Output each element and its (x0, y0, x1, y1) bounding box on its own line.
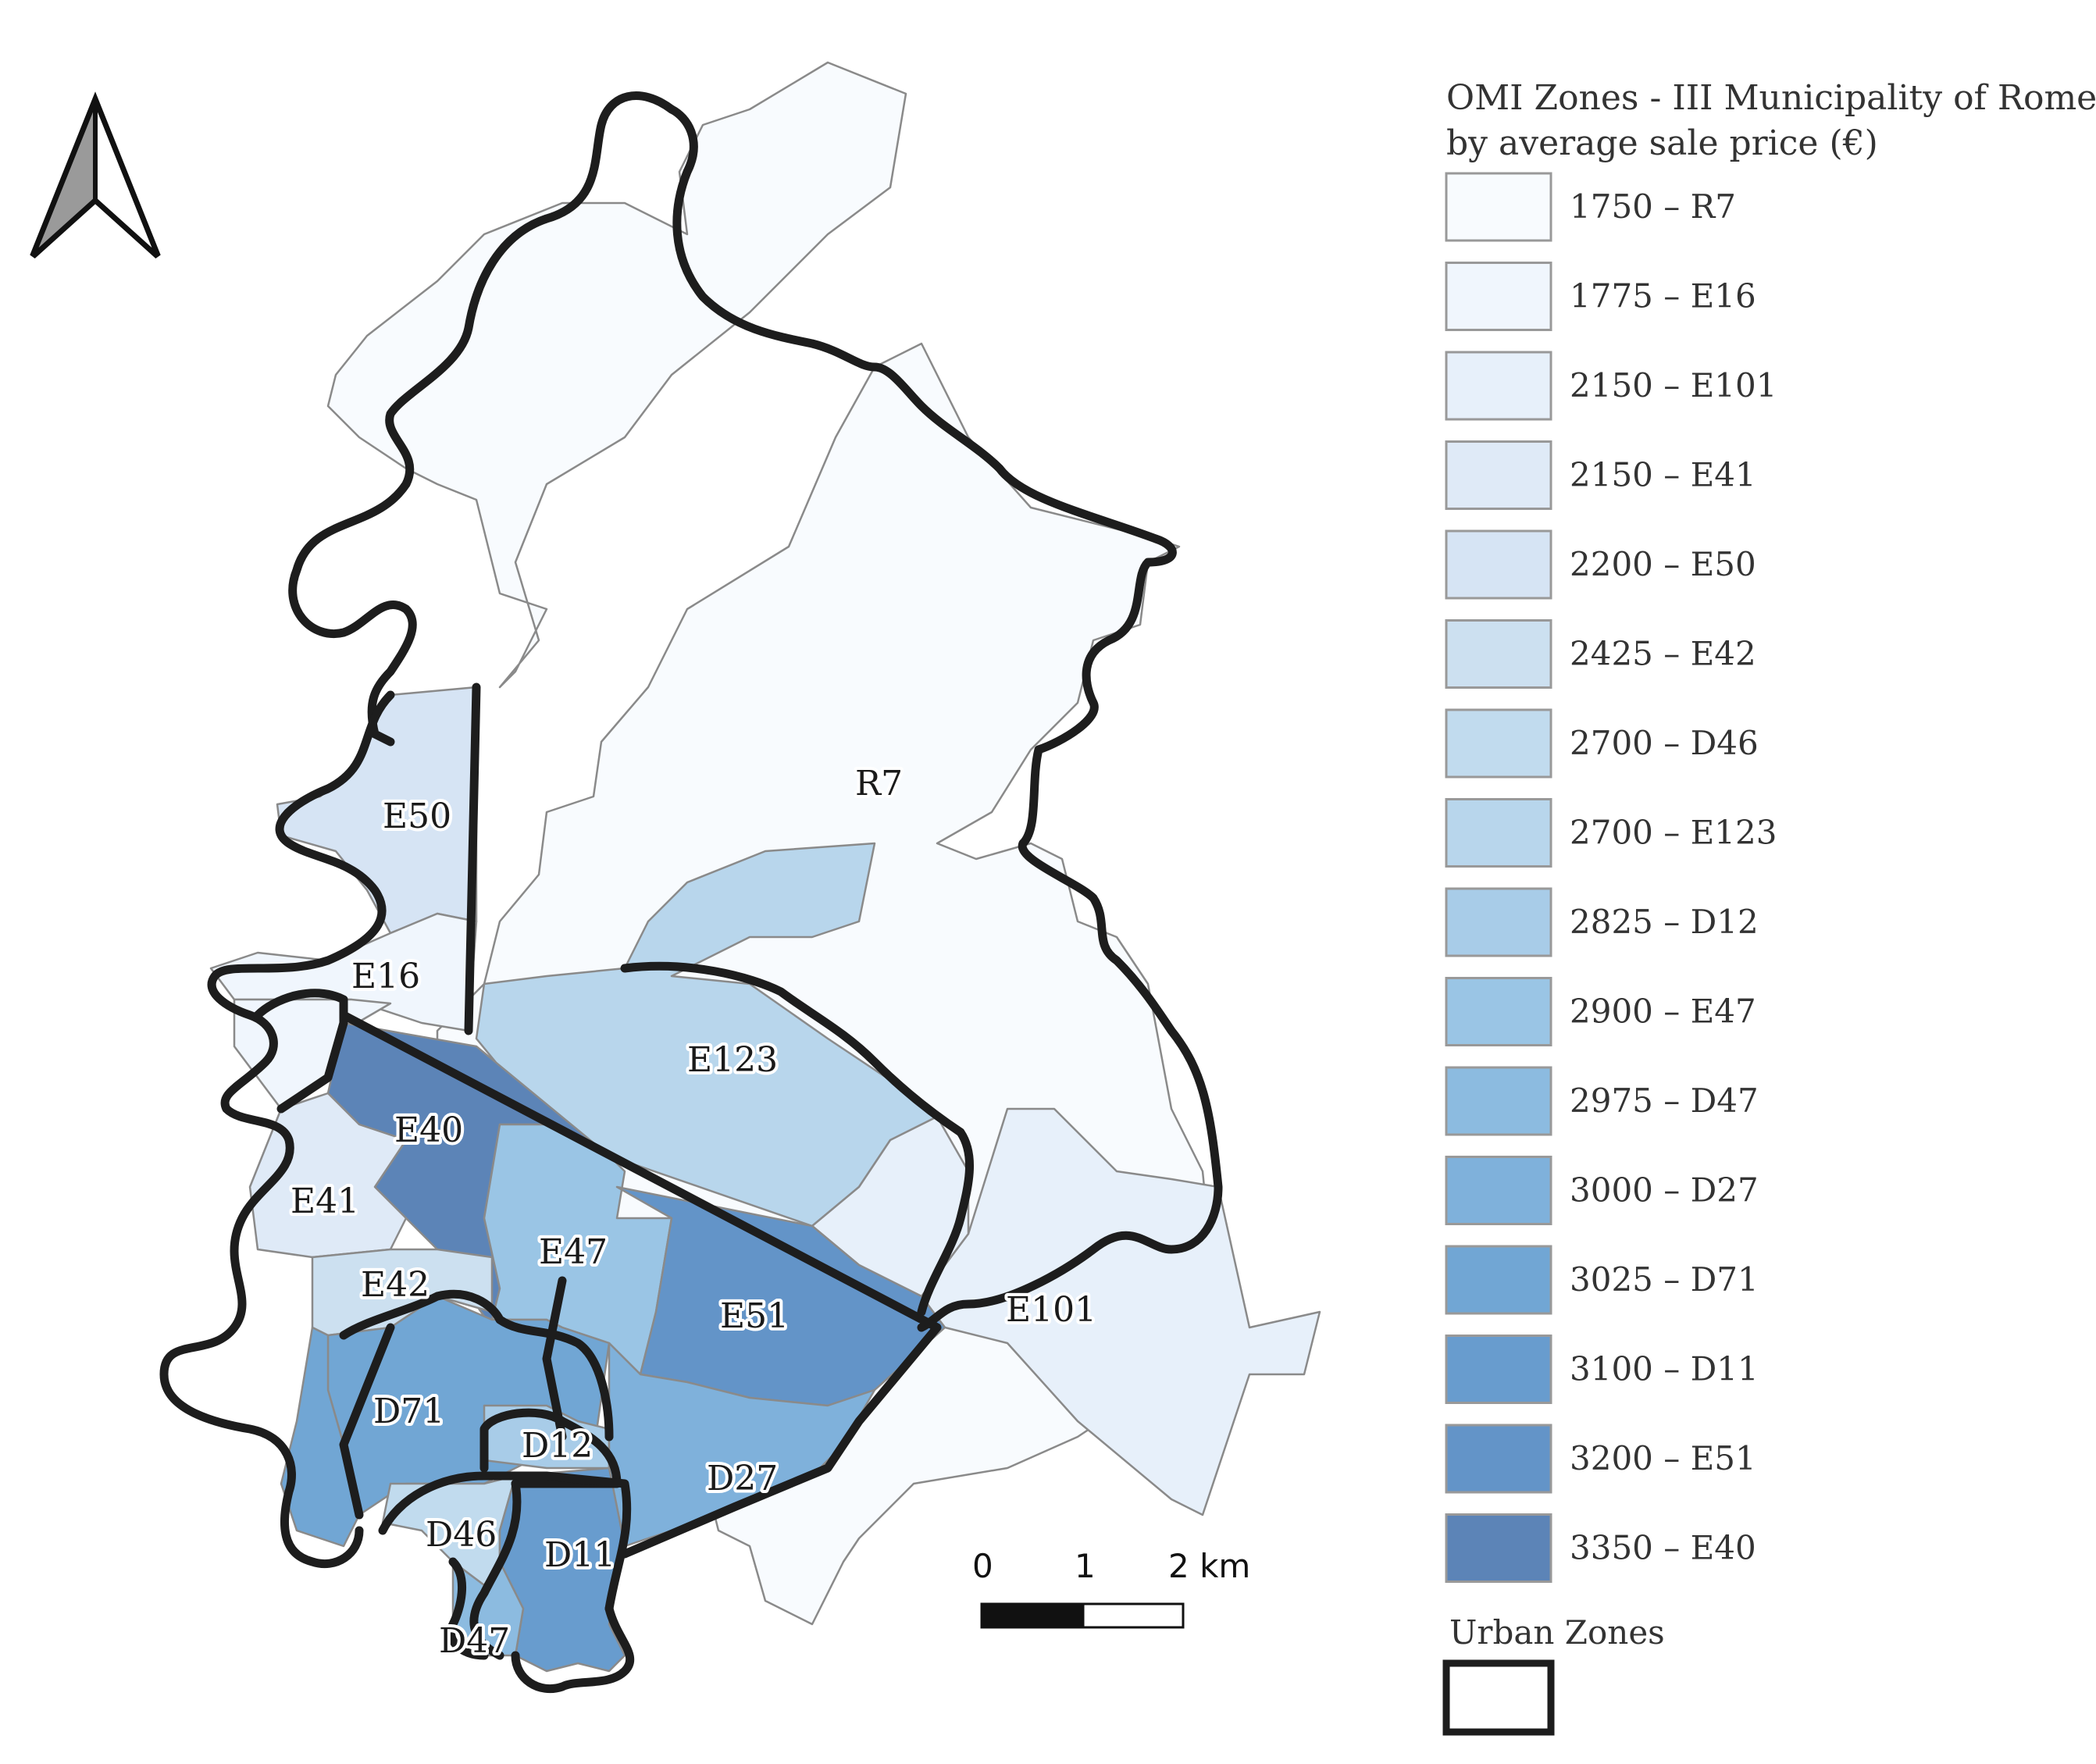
legend-label: 2700 – D46 (1570, 724, 1759, 762)
legend-label: 3200 – E51 (1570, 1439, 1756, 1477)
legend-urban-label: Urban Zones (1449, 1613, 1665, 1652)
legend-label: 2975 – D47 (1570, 1082, 1759, 1120)
label-e42: E42 (361, 1265, 430, 1305)
label-e47: E47 (539, 1232, 608, 1272)
label-e101: E101 (1006, 1290, 1096, 1330)
label-d71: D71 (373, 1392, 444, 1431)
legend-swatch (1445, 1156, 1552, 1225)
legend-label: 2825 – D12 (1570, 903, 1759, 941)
legend-swatch (1445, 887, 1552, 957)
legend-urban-swatch (1442, 1659, 1555, 1736)
legend-label: 3000 – D27 (1570, 1171, 1759, 1210)
legend-label: 3100 – D11 (1570, 1350, 1759, 1388)
legend-swatch (1445, 172, 1552, 242)
legend-label: 3350 – E40 (1570, 1529, 1756, 1567)
label-d47: D47 (439, 1621, 510, 1661)
legend-title-line1: OMI Zones - III Municipality of Rome, (1446, 78, 2096, 118)
legend-label: 1750 – R7 (1570, 187, 1736, 226)
legend-swatch (1445, 1424, 1552, 1494)
legend-swatch (1445, 798, 1552, 868)
legend-title-line2: by average sale price (€) (1446, 123, 1878, 163)
label-d12: D12 (522, 1426, 593, 1466)
legend-swatch (1445, 1066, 1552, 1136)
legend-swatch (1445, 440, 1552, 510)
zone-r7 (326, 61, 907, 689)
legend-swatch (1445, 977, 1552, 1046)
legend-label: 2150 – E101 (1570, 366, 1777, 404)
legend-swatch (1445, 529, 1552, 600)
label-e40: E40 (394, 1110, 463, 1150)
legend-label: 2700 – E123 (1570, 814, 1777, 852)
label-e123: E123 (687, 1040, 778, 1080)
north-arrow-icon (30, 91, 161, 258)
label-e41: E41 (291, 1181, 359, 1221)
label-d46: D46 (426, 1515, 497, 1555)
legend-swatch (1445, 1513, 1552, 1583)
legend-swatch (1445, 619, 1552, 689)
legend-label: 2425 – E42 (1570, 635, 1756, 673)
label-e51: E51 (720, 1296, 789, 1336)
label-d11: D11 (544, 1535, 615, 1575)
label-d27: D27 (707, 1459, 778, 1499)
scale-label-1: 1 (1075, 1547, 1096, 1585)
legend-swatch (1445, 1335, 1552, 1404)
label-e16: E16 (351, 957, 420, 996)
label-r7: R7 (855, 764, 903, 804)
legend-swatch (1445, 262, 1552, 331)
scale-label-0: 0 (972, 1547, 993, 1585)
legend: OMI Zones - III Municipality of Rome, by… (1442, 78, 2096, 1736)
scale-bar: 0 1 2 km (972, 1547, 1250, 1629)
legend-label: 2900 – E47 (1570, 992, 1756, 1031)
legend-label: 2200 – E50 (1570, 545, 1756, 583)
label-e50: E50 (383, 796, 451, 836)
zone-e101 (920, 1107, 1321, 1516)
legend-swatch (1445, 1245, 1552, 1315)
urban-zones (159, 91, 1223, 1694)
legend-swatch (1445, 708, 1552, 779)
scale-label-2: 2 km (1168, 1547, 1250, 1585)
legend-label: 1775 – E16 (1570, 277, 1756, 315)
legend-label: 2150 – E41 (1570, 456, 1756, 494)
legend-swatch (1445, 351, 1552, 421)
legend-label: 3025 – D71 (1570, 1260, 1759, 1299)
